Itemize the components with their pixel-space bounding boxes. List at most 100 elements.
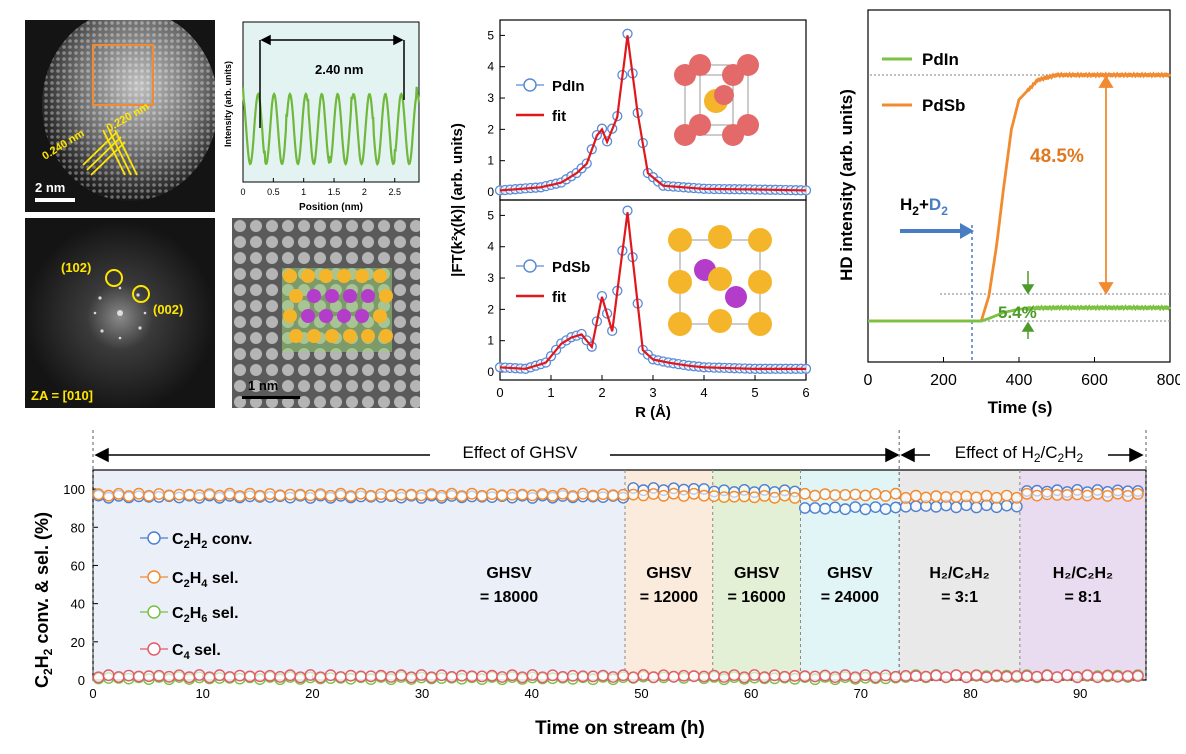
- data-marker: [1081, 489, 1094, 502]
- data-marker: [294, 488, 307, 501]
- data-marker: [889, 670, 902, 683]
- hd-x-tick-label: 200: [930, 372, 957, 389]
- stab-y-tick-label: 40: [71, 597, 85, 612]
- phase-label-line1: H₂/C₂H₂: [1053, 565, 1113, 582]
- data-marker: [203, 671, 216, 684]
- data-marker: [597, 488, 609, 501]
- profile-y-title: Intensity (arb. units): [223, 61, 233, 147]
- pdsb-crystal-structure: [668, 225, 772, 336]
- exafs-x-tick-label: 6: [802, 385, 809, 400]
- exafs-y-tick-label: 2: [487, 122, 494, 136]
- phase-region-bg: [1019, 470, 1146, 680]
- data-marker: [243, 487, 256, 500]
- data-marker: [910, 500, 922, 513]
- data-marker: [617, 669, 630, 682]
- data-marker: [566, 490, 579, 502]
- data-marker: [203, 488, 216, 501]
- exafs-x-tick-label: 3: [649, 385, 656, 400]
- data-marker: [1061, 669, 1074, 682]
- data-marker: [253, 489, 266, 502]
- hd-x-tick-label: 400: [1006, 372, 1033, 389]
- exafs-y-title: |FT(k²χ(k)| (arb. units): [449, 123, 466, 277]
- data-marker: [556, 487, 569, 500]
- data-marker: [1010, 670, 1023, 682]
- data-marker: [889, 487, 902, 500]
- data-marker: [435, 669, 448, 682]
- model-atom: [373, 309, 387, 323]
- hd-y-title: HD intensity (arb. units): [837, 89, 856, 281]
- series-3-markers: [92, 669, 1144, 684]
- data-marker: [1081, 669, 1094, 682]
- data-marker: [193, 489, 206, 502]
- profile-x-tick-label: 0: [240, 187, 245, 197]
- data-marker: [243, 670, 256, 683]
- data-marker: [142, 670, 155, 683]
- profile-distance-label: 2.40 nm: [315, 62, 363, 77]
- exafs-x-title: R (Å): [635, 404, 671, 421]
- svg-text:C2H4 sel.: C2H4 sel.: [172, 570, 239, 590]
- data-marker: [728, 669, 741, 682]
- model-atom: [379, 329, 393, 343]
- model-atom: [337, 309, 351, 323]
- data-marker: [405, 671, 418, 684]
- data-marker: [809, 502, 821, 514]
- data-marker: [627, 488, 640, 501]
- gas-h: H: [900, 195, 912, 214]
- data-marker: [990, 491, 1003, 504]
- data-marker: [637, 489, 650, 502]
- data-marker: [889, 501, 902, 514]
- data-marker: [930, 500, 942, 513]
- stability-y-title: C2H2 conv. & sel. (%): [32, 512, 55, 688]
- exafs-y-tick-label: 3: [487, 91, 494, 105]
- data-marker: [728, 490, 741, 503]
- data-marker: [213, 489, 226, 502]
- series-1-markers: [92, 487, 1144, 504]
- data-marker: [1101, 490, 1114, 502]
- phase-label-line2: = 16000: [727, 589, 785, 606]
- data-marker: [738, 490, 751, 503]
- phase-label-line1: GHSV: [646, 565, 692, 582]
- phase-label-line2: = 8:1: [1064, 589, 1101, 606]
- data-marker: [1091, 671, 1104, 684]
- model-atom: [325, 329, 339, 343]
- data-marker: [122, 669, 135, 682]
- model-atom: [337, 269, 351, 283]
- data-marker: [496, 489, 508, 502]
- data-marker: [1111, 487, 1124, 500]
- svg-text:C4 sel.: C4 sel.: [172, 642, 221, 662]
- data-marker: [718, 671, 730, 683]
- data-marker: [496, 671, 508, 683]
- data-marker: [698, 489, 710, 502]
- data-marker: [677, 490, 690, 502]
- exafs-y-tick-label: 3: [487, 271, 494, 285]
- exafs-y-tick-label: 1: [487, 154, 494, 168]
- data-marker: [899, 492, 912, 504]
- exafs-legend-fit-bottom: fit: [552, 289, 566, 306]
- data-marker: [153, 669, 165, 682]
- exafs-legend-pdin: PdIn: [552, 78, 585, 95]
- hd-legend-pdin: PdIn: [922, 50, 959, 69]
- stab-y-tick-label: 100: [63, 482, 85, 497]
- profile-x-tick-label: 2: [362, 187, 367, 197]
- data-marker: [102, 489, 115, 502]
- data-marker: [274, 670, 286, 683]
- data-marker: [334, 487, 347, 500]
- legend-c2h2-conv: C2H2 conv.: [140, 531, 252, 551]
- data-marker: [516, 488, 529, 501]
- region-ratio-label: Effect of H2/C2H2: [955, 443, 1084, 465]
- pdin-hd-curve: [868, 304, 1172, 323]
- model-atom: [355, 269, 369, 283]
- data-marker: [577, 487, 589, 500]
- data-marker: [758, 671, 771, 684]
- data-marker: [657, 669, 670, 682]
- tem-scale-bar: [35, 198, 75, 202]
- data-marker: [153, 488, 165, 500]
- data-marker: [1121, 490, 1134, 502]
- data-marker: [1000, 489, 1013, 502]
- atomic-resolution-image: 1 nm: [232, 218, 420, 408]
- exafs-x-tick-label: 0: [496, 385, 503, 400]
- exafs-x-tick-label: 2: [598, 385, 605, 400]
- stab-x-tick-label: 10: [195, 686, 209, 701]
- data-marker: [354, 670, 367, 683]
- data-marker: [264, 488, 276, 500]
